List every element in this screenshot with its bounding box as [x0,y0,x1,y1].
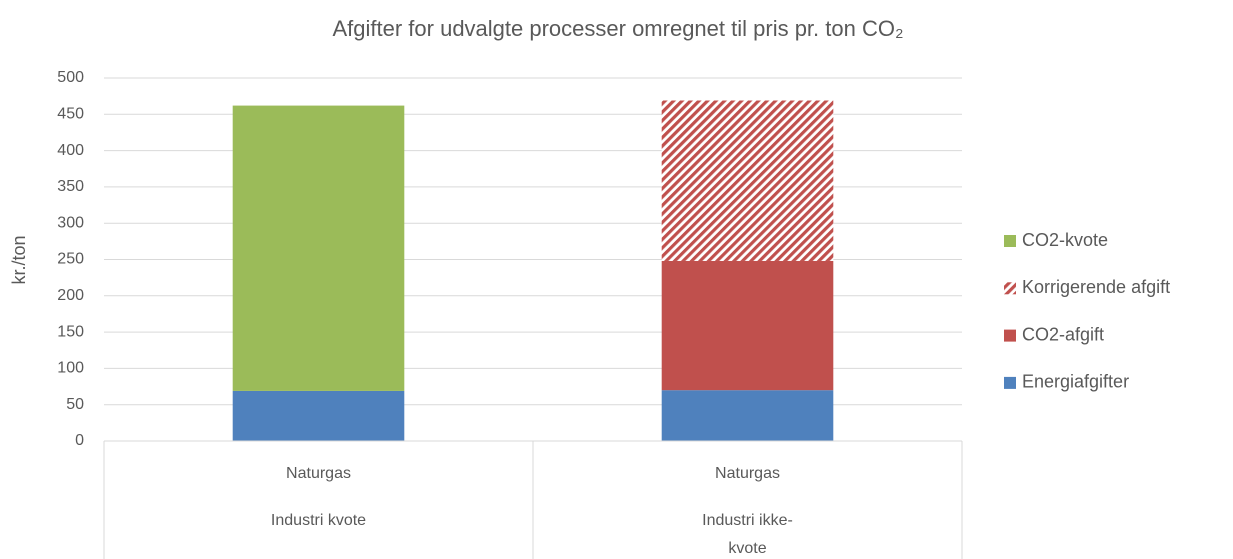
y-tick-label: 50 [66,396,84,413]
bar-segment [232,105,405,391]
y-tick-label: 350 [57,178,84,195]
bar-segment [661,100,834,261]
group-label: Industri kvote [270,512,367,529]
legend-label: Korrigerende afgift [1022,277,1170,297]
y-tick-label: 450 [57,106,84,123]
chart-title: Afgifter for udvalgte processer omregnet… [332,16,903,41]
legend-swatch [1004,282,1016,295]
bar-segment [661,390,834,441]
y-tick-label: 250 [57,251,84,268]
y-tick-label: 500 [57,69,84,86]
legend-swatch [1004,329,1016,342]
legend-label: CO2-afgift [1022,324,1104,344]
y-axis-label: kr./ton [9,235,29,284]
legend-label: CO2-kvote [1022,230,1108,250]
group-label: Industri ikke-kvote [702,512,793,557]
legend-label: Energiafgifter [1022,372,1129,392]
y-tick-label: 300 [57,214,84,231]
x-tick-label: Naturgas [286,465,351,482]
bar-segment [661,260,834,391]
y-tick-label: 400 [57,142,84,159]
bar-segment [232,390,405,441]
y-tick-label: 150 [57,323,84,340]
legend-swatch [1004,235,1016,247]
y-tick-label: 0 [75,432,84,449]
y-tick-label: 200 [57,287,84,304]
y-tick-label: 100 [57,360,84,377]
x-tick-label: Naturgas [715,465,780,482]
legend-swatch [1004,376,1016,389]
